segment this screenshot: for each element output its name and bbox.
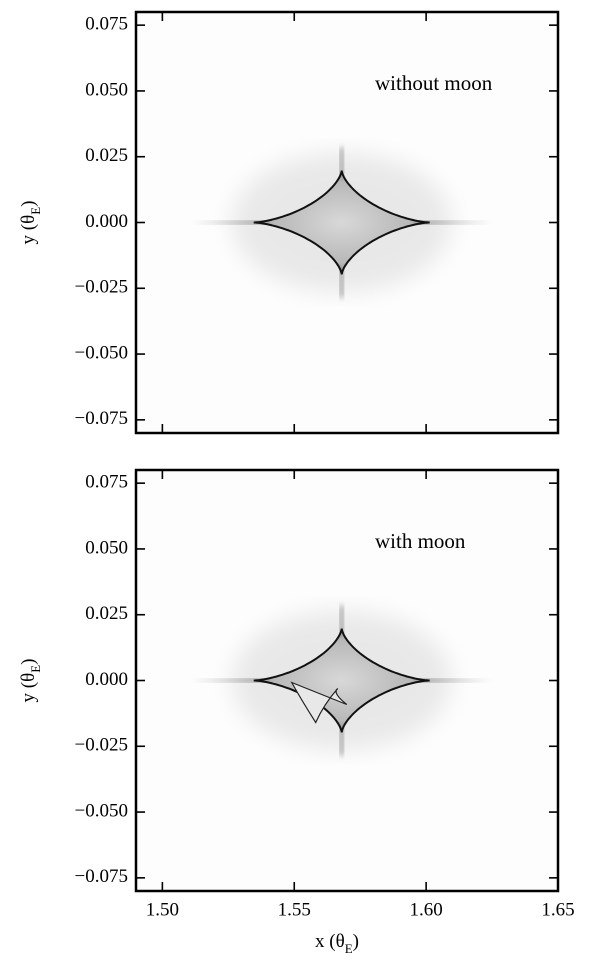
x-axis-label: x (θE)	[315, 931, 359, 956]
caustic	[253, 170, 430, 275]
x-axis-label-part: E	[345, 941, 353, 956]
y-tick-label: 0.025	[85, 145, 128, 166]
panel: −0.075 −0.050 −0.025 0.000 0.025 0.050 0.075 1.…	[18, 468, 575, 956]
y-tick-label: 0.050	[85, 79, 128, 100]
y-axis-label-part: y (θ	[18, 673, 39, 703]
y-tick-label: 0.075	[85, 14, 128, 35]
y-axis-label-part: E	[28, 665, 43, 673]
x-tick-label: 1.65	[541, 899, 574, 920]
y-axis-label: y (θE)	[18, 659, 43, 703]
y-tick-label: 0.000	[85, 669, 128, 690]
y-axis-label-part: )	[18, 659, 39, 665]
moon-caustic	[290, 681, 348, 724]
x-tick-label: 1.60	[410, 899, 443, 920]
y-axis-label-part: )	[18, 201, 39, 207]
x-axis-label-part: x (θ	[315, 931, 345, 952]
y-tick-label: 0.050	[85, 537, 128, 558]
y-tick-label: 0.000	[85, 211, 128, 232]
y-tick-label: −0.050	[75, 800, 128, 821]
caustic	[253, 628, 430, 733]
y-axis-label-part: E	[28, 207, 43, 215]
y-tick-label: −0.075	[75, 408, 128, 429]
x-axis-label-part: )	[353, 931, 359, 952]
y-tick-label: −0.025	[75, 277, 128, 298]
y-tick-label: 0.025	[85, 603, 128, 624]
x-tick-label: 1.50	[146, 899, 179, 920]
x-tick-label: 1.55	[278, 899, 311, 920]
y-tick-label: −0.050	[75, 342, 128, 363]
annotation: with moon	[375, 529, 466, 553]
y-tick-label: −0.075	[75, 866, 128, 887]
y-axis-label: y (θE)	[18, 201, 43, 245]
y-tick-label: 0.075	[85, 472, 128, 493]
panel: −0.075 −0.050 −0.025 0.000 0.025 0.050 0.075 wi…	[18, 10, 560, 435]
annotation: without moon	[375, 71, 493, 95]
y-tick-label: −0.025	[75, 735, 128, 756]
y-axis-label-part: y (θ	[18, 215, 39, 245]
